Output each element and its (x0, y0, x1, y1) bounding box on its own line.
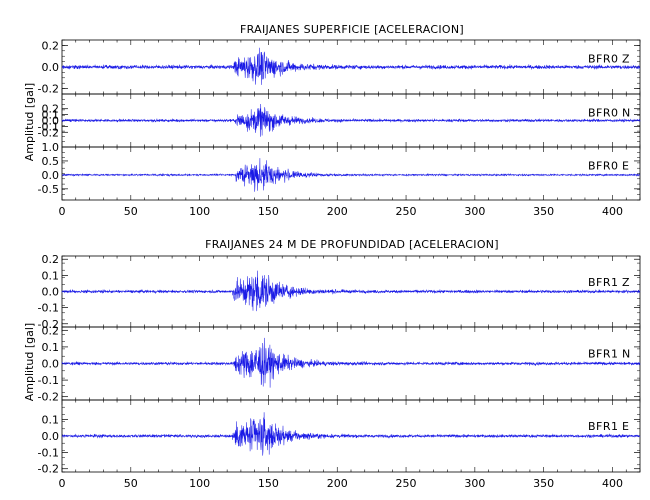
y-tick-label: -0.2 (38, 463, 59, 476)
trace-bfr0-z (61, 47, 641, 85)
x-tick-label: 400 (602, 477, 623, 490)
station-label: BFR1 (588, 348, 619, 361)
station-label: BFR0 (588, 53, 619, 66)
y-tick-label: -0.2 (38, 83, 59, 96)
chart-title-depth: FRAIJANES 24 M DE PROFUNDIDAD [ACELERACI… (205, 238, 499, 251)
x-tick-label: 150 (258, 205, 279, 218)
x-tick-label: 350 (533, 477, 554, 490)
x-tick-label: 300 (464, 477, 485, 490)
y-tick-label: 0.0 (42, 61, 60, 74)
component-label: Z (622, 53, 630, 66)
component-label: E (622, 420, 629, 433)
y-tick-label: 0.0 (42, 358, 60, 371)
x-tick-label: 300 (464, 205, 485, 218)
component-label: Z (622, 276, 630, 289)
y-tick-label: -0.2 (38, 126, 59, 139)
x-tick-label: 250 (396, 205, 417, 218)
trace-bfr0-n (61, 103, 641, 137)
y-tick-label: -0.5 (38, 183, 59, 196)
station-label: BFR0 (588, 159, 619, 172)
y-axis-label-surface: Amplitud [gal] (23, 83, 36, 161)
x-tick-label: 0 (59, 205, 66, 218)
y-tick-label: 0.1 (42, 109, 60, 122)
y-tick-label: -0.2 (38, 318, 59, 331)
trace-bfr1-e (61, 412, 641, 456)
panel-bfr0-e: 1.00.50.0-0.5 BFR0 E (38, 141, 641, 201)
panel-bfr1-e: 0.1 0.0 -0.1 -0.2 BFR1 E (38, 399, 641, 476)
trace-bfr1-n (61, 337, 641, 388)
x-tick-label: 50 (124, 477, 138, 490)
chart-surface-records: FRAIJANES SUPERFICIE [ACELERACION] Ampli… (23, 23, 641, 218)
component-label: E (622, 159, 629, 172)
station-label: BFR1 (588, 276, 619, 289)
y-tick-label: 0.2 (42, 324, 60, 337)
y-tick-label: -0.1 (38, 120, 59, 133)
station-label: BFR1 (588, 420, 619, 433)
y-tick-label: -0.1 (38, 446, 59, 459)
panel-bfr0-n: 0.20.10.0-0.1-0.2 BFR0 N (38, 93, 641, 148)
y-tick-label: 1.0 (42, 141, 60, 154)
panel-bfr0-z: 0.2 0.0 -0.2 BFR0 Z (38, 39, 641, 96)
x-tick-label: 200 (327, 205, 348, 218)
x-tick-label: 350 (533, 205, 554, 218)
y-tick-label: 0.0 (42, 115, 60, 128)
x-tick-label: 100 (189, 205, 210, 218)
y-tick-label: 0.2 (42, 39, 60, 52)
chart-depth-records: FRAIJANES 24 M DE PROFUNDIDAD [ACELERACI… (23, 238, 641, 490)
y-axis-label-depth: Amplitud [gal] (23, 323, 36, 401)
y-tick-label: 0.1 (42, 414, 60, 427)
x-tick-label: 0 (59, 477, 66, 490)
y-tick-label: 0.5 (42, 155, 60, 168)
y-tick-label: 0.0 (42, 286, 60, 299)
y-tick-label: -0.1 (38, 302, 59, 315)
x-tick-label: 50 (124, 205, 138, 218)
component-label: N (622, 106, 631, 119)
component-label: N (622, 348, 631, 361)
y-tick-label: -0.1 (38, 374, 59, 387)
y-tick-label: 0.0 (42, 169, 60, 182)
y-tick-label: 0.1 (42, 341, 60, 354)
x-tick-label: 150 (258, 477, 279, 490)
y-tick-label: 0.2 (42, 253, 60, 266)
trace-bfr0-e (61, 158, 641, 192)
y-tick-label: 0.0 (42, 430, 60, 443)
panel-bfr1-n: 0.2 0.1 0.0 -0.1 -0.2 BFR1 N (38, 324, 641, 404)
x-tick-label: 400 (602, 205, 623, 218)
panel-frame (61, 146, 641, 201)
x-tick-label: 250 (396, 477, 417, 490)
chart-title-surface: FRAIJANES SUPERFICIE [ACELERACION] (240, 23, 464, 36)
x-tick-label: 100 (189, 477, 210, 490)
y-tick-label: -0.2 (38, 391, 59, 404)
y-tick-label: 0.2 (42, 103, 60, 116)
panel-bfr1-z: 0.2 0.1 0.0 -0.1 -0.2 BFR1 Z (38, 253, 641, 331)
x-tick-label: 200 (327, 477, 348, 490)
trace-bfr1-z (61, 270, 641, 312)
y-tick-label: 0.1 (42, 269, 60, 282)
station-label: BFR0 (588, 106, 619, 119)
